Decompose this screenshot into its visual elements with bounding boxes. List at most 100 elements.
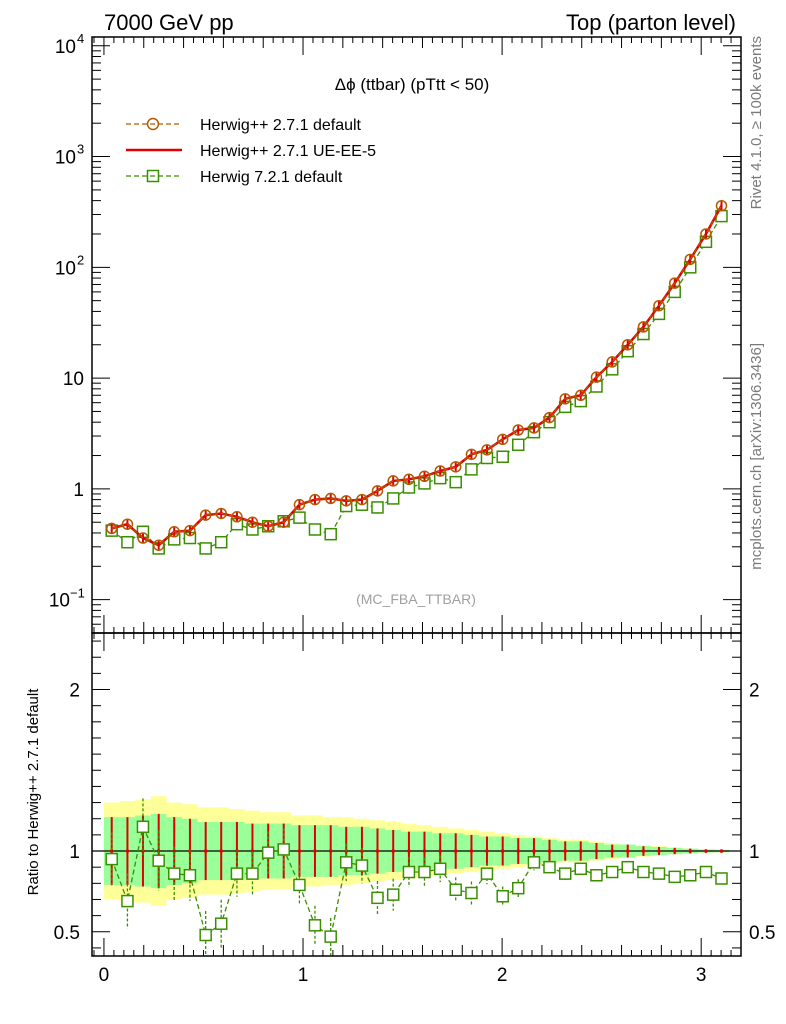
ratio-xtick-label: 1 (298, 965, 309, 986)
point-herwig-default (262, 520, 274, 532)
point-herwig7 (511, 438, 525, 452)
point-herwig-default (387, 475, 399, 487)
main-ytick-label: 1 (73, 480, 84, 501)
ratio-point-herwig7 (214, 917, 228, 930)
ratio-xtick-label: 2 (497, 965, 508, 986)
ratio-point-herwig7 (136, 820, 150, 834)
main-ytick-label: 10 (55, 258, 76, 279)
main-panel (105, 199, 728, 555)
ratio-point-ue-ee-5 (532, 849, 536, 853)
point-herwig-default (481, 444, 493, 456)
series-line-ue-ee-5 (111, 205, 723, 547)
ratio-point-herwig7 (699, 865, 713, 879)
ratio-point-ue-ee-5 (438, 849, 442, 853)
point-herwig-default (528, 422, 540, 434)
ratio-point-herwig7 (230, 867, 244, 880)
ratio-point-herwig7 (715, 872, 728, 885)
point-herwig-default (293, 498, 306, 511)
ratio-point-herwig7 (418, 865, 431, 879)
point-herwig-default (231, 511, 243, 523)
ratio-point-ue-ee-5 (719, 849, 724, 853)
ratio-point-ue-ee-5 (594, 849, 599, 853)
point-herwig-default (277, 516, 290, 528)
ratio-point-ue-ee-5 (641, 849, 646, 853)
ratio-point-herwig7 (386, 888, 400, 901)
ratio-point-herwig7 (121, 894, 134, 908)
mcplots-label: mcplots.cern.ch [arXiv:1306.3436] (748, 343, 765, 570)
point-herwig-default (621, 339, 634, 351)
ratio-point-herwig7 (543, 860, 556, 874)
main-ytick-label: 10 (63, 369, 84, 390)
ratio-point-herwig7 (261, 846, 275, 859)
ratio-line-herwig7 (111, 824, 722, 938)
ratio-point-herwig7 (105, 852, 118, 866)
ratio-point-herwig7 (621, 860, 634, 874)
ratio-ytick-label-left: 0.5 (54, 923, 80, 944)
main-ytick-exponent: −1 (70, 586, 85, 601)
ratio-point-ue-ee-5 (563, 849, 568, 853)
ratio-ytick-label-left: 1 (69, 842, 80, 863)
point-herwig7 (121, 535, 134, 549)
ratio-point-herwig7 (683, 869, 697, 882)
point-herwig-default (340, 495, 352, 507)
ratio-point-herwig7 (324, 930, 337, 943)
point-herwig-default (465, 448, 478, 461)
point-herwig-default (215, 507, 227, 520)
ratio-point-ue-ee-5 (375, 849, 380, 853)
ratio-point-ue-ee-5 (172, 849, 177, 853)
ratio-point-ue-ee-5 (672, 849, 677, 853)
point-herwig7 (214, 535, 228, 549)
ratio-point-ue-ee-5 (453, 849, 458, 853)
ratio-point-ue-ee-5 (328, 849, 333, 853)
point-herwig-default (434, 465, 446, 477)
legend-label-herwig-default: Herwig++ 2.7.1 default (200, 117, 362, 134)
series-line-herwig-default (111, 205, 723, 546)
ratio-point-ue-ee-5 (547, 849, 552, 853)
point-herwig-default (684, 253, 696, 266)
ratio-point-ue-ee-5 (297, 849, 302, 853)
ratio-ytick-label-right: 1 (749, 842, 760, 863)
legend-label-ue-ee-5: Herwig++ 2.7.1 UE-EE-5 (200, 143, 376, 160)
ratio-ylabel: Ratio to Herwig++ 2.7.1 default (25, 688, 42, 896)
point-herwig-default (105, 522, 118, 535)
point-herwig-default (449, 461, 462, 473)
ratio-point-herwig7 (449, 883, 462, 897)
main-ytick-exponent: 4 (77, 31, 84, 46)
ratio-point-ue-ee-5 (219, 849, 224, 853)
point-herwig7 (308, 523, 322, 536)
ratio-point-herwig7 (511, 881, 525, 895)
ratio-point-ue-ee-5 (578, 849, 583, 853)
point-herwig-default (121, 518, 134, 530)
ratio-point-herwig7 (277, 843, 290, 856)
ratio-point-ue-ee-5 (313, 849, 317, 853)
point-herwig-default (590, 371, 603, 383)
point-herwig-default (637, 321, 650, 333)
ratio-point-ue-ee-5 (500, 849, 505, 853)
main-ytick-label: 10 (55, 37, 76, 58)
point-herwig-default (199, 509, 212, 521)
point-herwig-default (246, 516, 259, 528)
ratio-point-ue-ee-5 (625, 849, 630, 853)
point-herwig-default (152, 539, 165, 551)
legend: Herwig++ 2.7.1 default Herwig++ 2.7.1 UE… (126, 117, 376, 186)
point-herwig-default (496, 433, 509, 446)
ratio-point-ue-ee-5 (485, 849, 489, 853)
ratio-point-herwig7 (152, 854, 165, 867)
ratio-point-ue-ee-5 (516, 849, 521, 853)
point-herwig-default (653, 299, 665, 312)
ratio-point-ue-ee-5 (422, 849, 427, 853)
ratio-point-herwig7 (590, 869, 603, 882)
ratio-point-ue-ee-5 (407, 849, 411, 853)
point-herwig-default (512, 424, 524, 436)
ratio-point-ue-ee-5 (250, 849, 255, 853)
ratio-point-herwig7 (480, 867, 494, 880)
ratio-point-ue-ee-5 (610, 849, 614, 853)
ratio-point-herwig7 (308, 919, 322, 932)
ratio-point-herwig7 (465, 886, 478, 900)
analysis-watermark: (MC_FBA_TTBAR) (356, 591, 476, 607)
ratio-xtick-label: 0 (99, 965, 110, 986)
point-herwig7 (324, 527, 337, 541)
point-herwig-default (309, 493, 321, 506)
point-herwig-default (356, 493, 368, 506)
